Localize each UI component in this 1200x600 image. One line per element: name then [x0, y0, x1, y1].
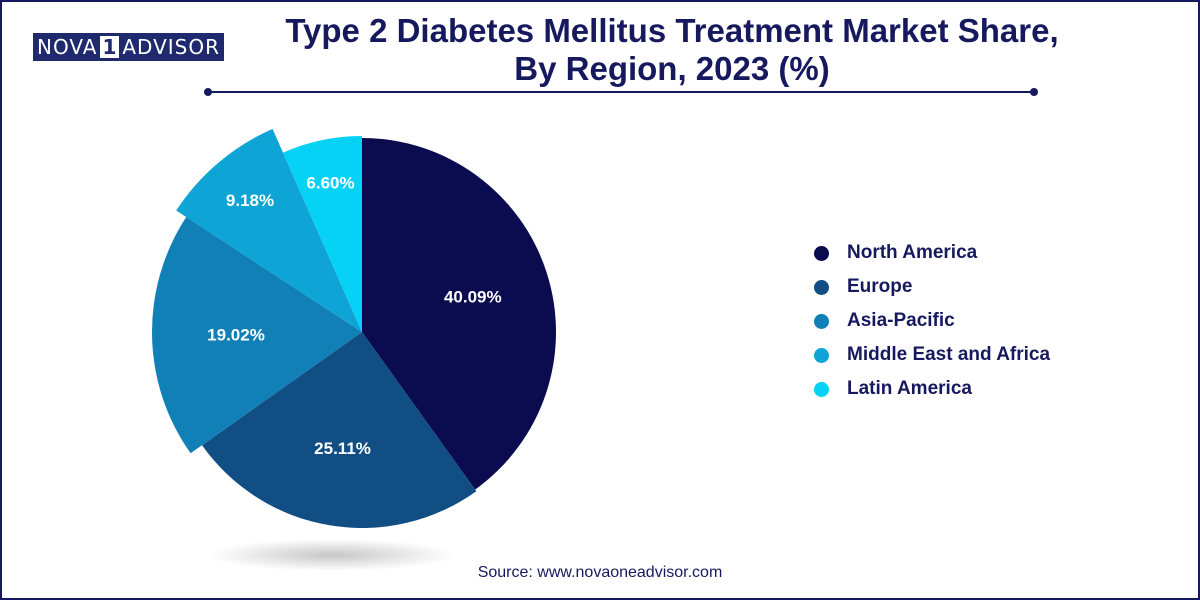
logo-text-advisor: ADVISOR [122, 35, 221, 59]
chart-title-line-2: By Region, 2023 (%) [514, 50, 830, 87]
legend-item-asia-pacific: Asia-Pacific [814, 304, 1050, 338]
legend-item-latin-america: Latin America [814, 372, 1050, 406]
divider-right-dot [1030, 88, 1038, 96]
legend-swatch-latin-america [814, 381, 829, 397]
title-divider [208, 91, 1034, 93]
pie-chart: 40.09% 25.11% 19.02% 9.18% 6.60% [2, 2, 702, 598]
pie-slice-asia-pacific [151, 217, 362, 454]
pie-slice-latin-america [283, 136, 362, 332]
legend-swatch-middle-east-africa [814, 347, 829, 363]
pie-slice-middle-east-africa [176, 128, 362, 332]
chart-legend: North America Europe Asia-Pacific Middle Ea… [814, 236, 1050, 406]
legend-label-north-america: North America [847, 242, 978, 263]
pie-label-europe: 25.11% [314, 439, 371, 458]
pie-label-latin-america: 6.60% [306, 173, 354, 192]
legend-swatch-europe [814, 279, 829, 295]
pie-chart-svg: 40.09% 25.11% 19.02% 9.18% 6.60% [151, 128, 556, 571]
legend-label-asia-pacific: Asia-Pacific [847, 310, 955, 331]
logo-text-nova: NOVA [37, 35, 98, 59]
legend-label-europe: Europe [847, 276, 913, 297]
legend-swatch-asia-pacific [814, 313, 829, 329]
pie-slice-europe [201, 332, 477, 529]
logo-text-one: 1 [100, 35, 120, 59]
legend-item-europe: Europe [814, 270, 1050, 304]
pie-label-middle-east-africa: 9.18% [226, 191, 274, 210]
legend-label-latin-america: Latin America [847, 378, 972, 399]
legend-item-middle-east-africa: Middle East and Africa [814, 338, 1050, 372]
pie-value-labels: 40.09% 25.11% 19.02% 9.18% 6.60% [207, 173, 501, 458]
legend-label-middle-east-africa: Middle East and Africa [847, 344, 1051, 365]
legend-swatch-north-america [814, 245, 829, 261]
chart-title-line-1: Type 2 Diabetes Mellitus Treatment Marke… [285, 12, 1059, 49]
pie-shadow [207, 539, 457, 571]
pie-slice-north-america [362, 138, 556, 490]
source-note: Source: www.novaoneadvisor.com [477, 564, 723, 581]
chart-title: Type 2 Diabetes Mellitus Treatment Marke… [232, 12, 1112, 88]
pie-slices [151, 128, 556, 529]
pie-label-asia-pacific: 19.02% [207, 325, 265, 344]
divider-left-dot [204, 88, 212, 96]
pie-label-north-america: 40.09% [444, 287, 502, 306]
brand-logo: NOVA 1 ADVISOR [33, 33, 225, 61]
legend-item-north-america: North America [814, 236, 1050, 270]
